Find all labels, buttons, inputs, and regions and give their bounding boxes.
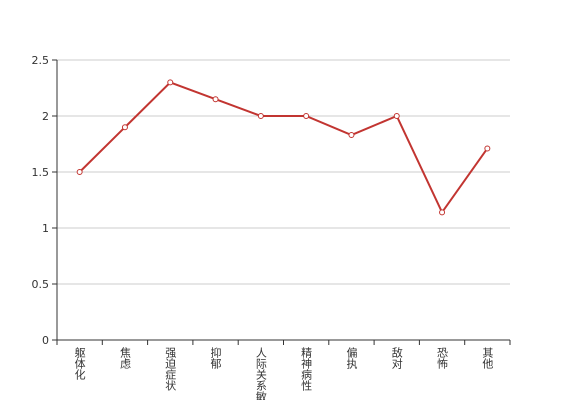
- x-tick-label: 抑郁: [209, 346, 222, 369]
- x-tick-label: 躯体化: [73, 347, 86, 381]
- point: [393, 113, 400, 119]
- x-tick-label: 人际关系敏感: [254, 347, 267, 400]
- x-tick-label: 偏执: [345, 346, 358, 370]
- point: [439, 209, 446, 216]
- x-tick-label: 其他: [481, 347, 494, 369]
- x-tick-label: 强迫症状: [164, 347, 177, 391]
- x-tick-label: 恐怖: [436, 347, 449, 369]
- line: [78, 81, 489, 215]
- point: [212, 96, 219, 103]
- point: [121, 124, 128, 131]
- x-tick-label: 焦虑: [118, 347, 131, 369]
- x-tick-label: 精神病性: [300, 347, 313, 392]
- point: [348, 132, 355, 139]
- point: [484, 145, 491, 152]
- y-tick-label: 2.5: [32, 54, 50, 67]
- point: [257, 113, 264, 119]
- y-tick-label: 1: [42, 222, 49, 235]
- point: [303, 113, 310, 119]
- y-tick-label: 1.5: [32, 166, 50, 179]
- y-tick-label: 2: [42, 110, 49, 123]
- point: [167, 79, 174, 86]
- point: [76, 169, 83, 175]
- y-tick-label: 0.5: [32, 278, 50, 291]
- x-tick-label: 敌对: [390, 346, 403, 369]
- y-tick-label: 0: [42, 334, 49, 347]
